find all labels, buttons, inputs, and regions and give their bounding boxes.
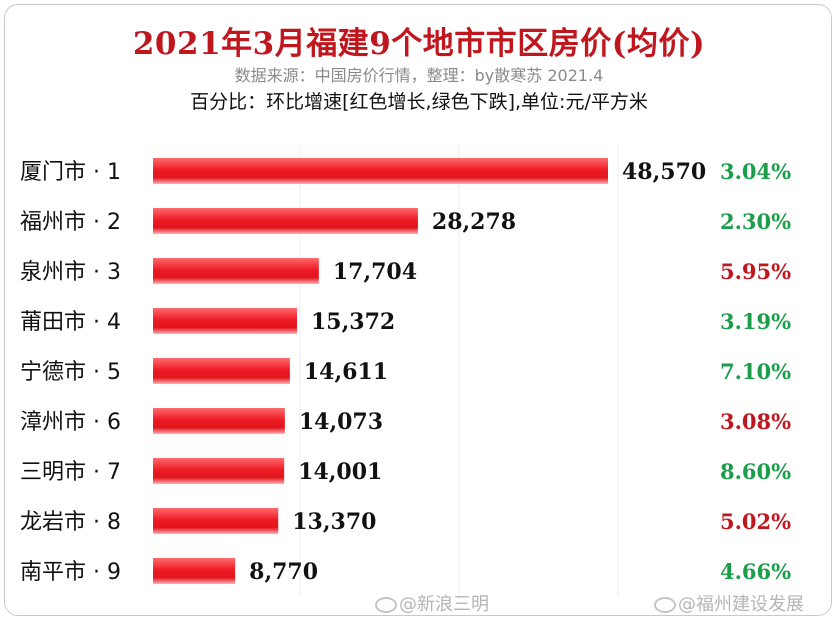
value-label: 14,001: [298, 459, 382, 485]
category-label: 宁德市 · 5: [20, 360, 121, 385]
chart-title: 2021年3月福建9个地市市区房价(均价): [132, 26, 706, 62]
category-label: 泉州市 · 3: [20, 260, 121, 285]
category-label: 龙岩市 · 8: [20, 510, 121, 535]
watermark-sina-sanming: @新浪三明: [375, 590, 489, 616]
value-label: 13,370: [292, 509, 376, 535]
value-label: 14,073: [299, 409, 383, 435]
value-label: 28,278: [432, 209, 516, 235]
chart-subtitle: 数据来源：中国房价行情，整理：by散寒苏 2021.4: [234, 66, 604, 85]
weibo-icon: [654, 597, 676, 613]
category-label: 福州市 · 2: [20, 210, 121, 235]
bar: [153, 558, 236, 584]
change-label: 5.02%: [720, 509, 791, 534]
category-label: 莆田市 · 4: [20, 310, 121, 335]
category-label: 南平市 · 9: [20, 560, 121, 585]
bar: [153, 508, 279, 534]
bar: [153, 308, 298, 334]
change-label: 3.19%: [720, 309, 791, 334]
change-label: 2.30%: [720, 209, 791, 234]
change-label: 5.95%: [720, 259, 791, 284]
category-label: 漳州市 · 6: [20, 410, 121, 435]
bar: [153, 408, 285, 434]
value-label: 48,570: [622, 159, 706, 185]
bar: [153, 208, 418, 234]
value-label: 17,704: [333, 259, 417, 285]
bar: [153, 258, 319, 284]
bar: [153, 458, 285, 484]
value-label: 8,770: [249, 559, 318, 585]
bar: [153, 158, 608, 184]
chart-note: 百分比：环比增速[红色增长,绿色下跌],单位:元/平方米: [190, 91, 648, 113]
value-label: 15,372: [311, 309, 395, 335]
category-label: 三明市 · 7: [20, 460, 121, 485]
value-label: 14,611: [304, 359, 388, 385]
change-label: 3.08%: [720, 409, 791, 434]
category-label: 厦门市 · 1: [20, 160, 121, 185]
weibo-icon: [375, 597, 397, 613]
change-label: 8.60%: [720, 459, 791, 484]
chart-frame: [4, 4, 832, 616]
bar: [153, 358, 290, 384]
change-label: 4.66%: [720, 559, 791, 584]
change-label: 3.04%: [720, 159, 791, 184]
watermark-fuzhou-jianshe: @福州建设发展: [654, 590, 804, 616]
change-label: 7.10%: [720, 359, 791, 384]
